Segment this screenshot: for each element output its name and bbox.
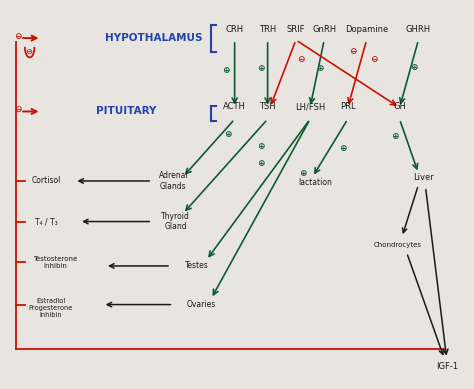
Text: lactation: lactation [298, 179, 332, 187]
Text: ⊕: ⊕ [410, 63, 418, 72]
Text: ⊕: ⊕ [224, 130, 231, 139]
Text: ⊕: ⊕ [257, 142, 264, 151]
Text: LH/FSH: LH/FSH [295, 102, 325, 112]
Text: Thyroid
Gland: Thyroid Gland [161, 212, 190, 231]
Text: ACTH: ACTH [223, 102, 246, 112]
Text: ⊖: ⊖ [14, 105, 22, 114]
Text: TSH: TSH [259, 102, 276, 112]
Text: ⊖: ⊖ [297, 55, 304, 64]
Text: ⊕: ⊕ [222, 67, 230, 75]
Text: Chondrocytes: Chondrocytes [373, 242, 421, 248]
Text: HYPOTHALAMUS: HYPOTHALAMUS [105, 33, 202, 43]
Text: Adrenal
Glands: Adrenal Glands [159, 171, 188, 191]
Text: SRIF: SRIF [287, 25, 305, 34]
Text: Testes: Testes [185, 261, 209, 270]
Text: Dopamine: Dopamine [345, 25, 388, 34]
Text: Testosterone
Inhibin: Testosterone Inhibin [34, 256, 78, 268]
Text: Ovaries: Ovaries [187, 300, 216, 309]
Text: TRH: TRH [259, 25, 276, 34]
Text: ⊖: ⊖ [349, 47, 356, 56]
Text: ⊕: ⊕ [391, 132, 399, 141]
Text: ⊕: ⊕ [257, 159, 264, 168]
Text: PRL: PRL [340, 102, 356, 112]
Text: GH: GH [393, 102, 406, 112]
Text: IGF-1: IGF-1 [436, 362, 458, 371]
Text: GnRH: GnRH [312, 25, 336, 34]
Text: ⊕: ⊕ [339, 144, 347, 152]
Text: ⊖: ⊖ [25, 47, 32, 56]
Text: ⊖: ⊖ [14, 32, 22, 40]
Text: ⊕: ⊕ [316, 65, 323, 74]
Text: Estradiol
Progesterone
Inhibin: Estradiol Progesterone Inhibin [29, 298, 73, 319]
Text: CRH: CRH [226, 25, 244, 34]
Text: PITUITARY: PITUITARY [96, 107, 156, 116]
Text: Liver: Liver [413, 173, 434, 182]
Text: Cortisol: Cortisol [31, 177, 61, 186]
Text: ⊕: ⊕ [299, 169, 307, 178]
Text: ⊕: ⊕ [257, 65, 264, 74]
Text: ⊖: ⊖ [370, 55, 377, 64]
Text: T₄ / T₃: T₄ / T₃ [35, 217, 57, 226]
Text: GHRH: GHRH [406, 25, 431, 34]
